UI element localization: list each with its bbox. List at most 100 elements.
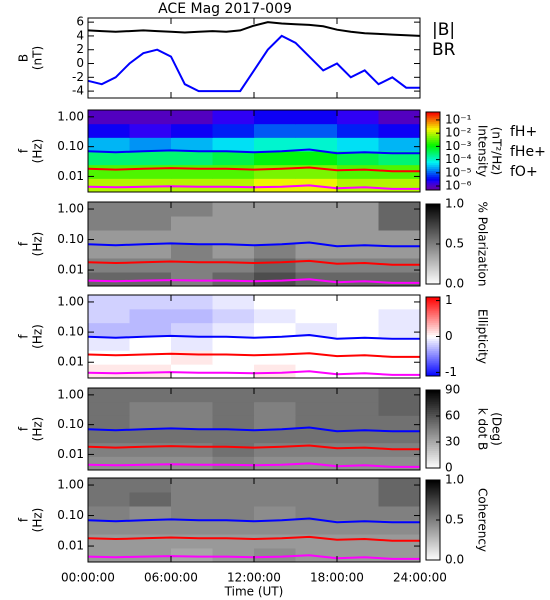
colorbar-strip [426, 452, 440, 455]
y-tick-label: -2 [72, 70, 84, 84]
colorbar-strip [426, 312, 440, 316]
colorbar-strip [426, 342, 440, 345]
heatmap-cell [295, 506, 338, 521]
y-axis-label: (Hz) [31, 508, 45, 533]
heatmap-cell [337, 164, 379, 179]
colorbar-strip [426, 430, 440, 434]
heatmap-cell [88, 506, 130, 521]
heatmap-cell [254, 456, 296, 471]
colorbar-tick-label: 0 [445, 329, 453, 343]
heatmap-cell [88, 137, 130, 152]
heatmap-cell [171, 322, 213, 337]
heatmap-cell [129, 295, 172, 310]
colorbar-tick-label: 10⁻⁵ [445, 165, 472, 179]
heatmap-cell [295, 137, 338, 152]
colorbar-strip [426, 318, 440, 322]
heatmap-cell [129, 151, 172, 166]
colorbar-strip [426, 260, 440, 263]
heatmap-cell [378, 178, 421, 193]
colorbar-strip [426, 330, 440, 334]
colorbar-strip [426, 336, 440, 339]
legend-entry: fH+ [510, 124, 537, 140]
colorbar-strip [426, 544, 440, 547]
y-tick-label: 1.00 [57, 294, 84, 308]
heatmap-cell [337, 295, 379, 310]
colorbar-tick-label: 10⁻¹ [445, 112, 472, 126]
heatmap-cell [88, 442, 130, 457]
heatmap-cell [254, 244, 296, 259]
legend-entry: BR [432, 40, 456, 60]
colorbar-strip [426, 224, 440, 227]
colorbar-strip [426, 238, 440, 241]
x-tick-label: 24:00:00 [393, 571, 447, 585]
heatmap-cell [337, 506, 379, 521]
heatmap-cell [171, 548, 213, 563]
colorbar-strip [426, 230, 440, 233]
colorbar-strip [426, 262, 440, 265]
heatmap-cell [337, 137, 379, 152]
colorbar-strip [426, 366, 440, 369]
heatmap-cell [88, 401, 130, 416]
colorbar-strip [426, 143, 440, 146]
y-axis-label: (Hz) [31, 417, 45, 442]
colorbar-strip [426, 264, 440, 267]
heatmap-cell [212, 137, 255, 152]
y-axis-label: (Hz) [31, 324, 45, 349]
heatmap-cell [212, 258, 255, 273]
colorbar-strip [426, 393, 440, 397]
colorbar-strip [426, 528, 440, 531]
heatmap-cell [88, 295, 130, 310]
colorbar-strip [426, 466, 440, 469]
series-line [87, 444, 420, 451]
colorbar-strip [426, 429, 440, 432]
heatmap-cell [378, 336, 421, 351]
colorbar-strip [426, 242, 440, 245]
colorbar-strip [426, 168, 440, 171]
colorbar-strip [426, 236, 440, 239]
heatmap-cell [129, 216, 172, 231]
heatmap-cell [171, 492, 213, 507]
heatmap-cell [129, 478, 172, 493]
x-tick-label: 00:00:00 [61, 571, 115, 585]
colorbar-strip [426, 484, 440, 487]
heatmap-cell [171, 308, 213, 324]
heatmap-cell [171, 202, 213, 217]
colorbar-tick-label: 0.5 [445, 513, 464, 527]
heatmap-cell [88, 534, 130, 549]
colorbar-strip [426, 184, 440, 187]
heatmap-cell [378, 364, 421, 379]
colorbar-strip [426, 370, 440, 373]
heatmap-cell [129, 548, 172, 563]
colorbar-strip [426, 506, 440, 509]
colorbar-strip [426, 516, 440, 519]
heatmap-cell [212, 350, 255, 365]
y-tick-label: 0.01 [57, 355, 84, 369]
heatmap-cell [88, 364, 130, 379]
colorbar-strip [426, 520, 440, 523]
colorbar-strip [426, 397, 440, 401]
heatmap-cell [129, 429, 172, 444]
colorbar-strip [426, 362, 440, 365]
heatmap-cell [129, 336, 172, 351]
heatmap-cell [212, 492, 255, 507]
colorbar-strip [426, 166, 440, 170]
colorbar-tick-label: 90 [445, 383, 460, 397]
colorbar-strip [426, 164, 440, 168]
heatmap-cell [171, 216, 213, 231]
colorbar-strip [426, 154, 440, 158]
colorbar-tick-label: 30 [445, 435, 460, 449]
heatmap-cell [129, 244, 172, 259]
colorbar-strip [426, 550, 440, 553]
heatmap-cell [295, 308, 338, 324]
colorbar-strip [426, 423, 440, 426]
heatmap-cell [129, 506, 172, 521]
heatmap-cell [337, 178, 379, 193]
y-tick-label: 0.01 [57, 263, 84, 277]
heatmap-cell [254, 350, 296, 365]
y-tick-label: 1.00 [57, 387, 84, 401]
colorbar-tick-label: 10⁻⁶ [445, 179, 472, 193]
heatmap-cell [88, 520, 130, 535]
heatmap-cell [295, 322, 338, 337]
heatmap-cell [212, 178, 255, 193]
colorbar-strip [426, 174, 440, 177]
